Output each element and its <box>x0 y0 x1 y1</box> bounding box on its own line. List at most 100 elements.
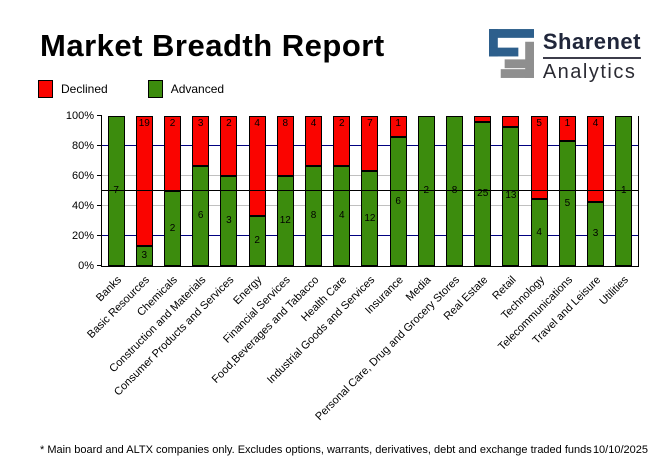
bar-segment-declined: 2 <box>333 116 351 166</box>
logo-brand-name: Sharenet <box>542 29 641 59</box>
declined-count-label: 2 <box>226 118 232 129</box>
footer-date: 10/10/2025 <box>592 444 648 456</box>
bar-segment-declined <box>474 116 492 122</box>
advanced-count-label: 8 <box>310 209 317 221</box>
declined-count-label: 8 <box>282 118 289 129</box>
bar-segment-advanced: 7 <box>107 116 125 266</box>
y-axis-tick-label: 80% <box>71 140 94 152</box>
bar-segment-advanced: 1 <box>615 116 633 266</box>
y-axis-tick-label: 20% <box>71 230 94 242</box>
declined-count-label: 4 <box>310 118 317 129</box>
bar-segment-declined: 5 <box>530 116 548 200</box>
declined-count-label: 4 <box>592 118 599 129</box>
stacked-bar-real-estate: 25 <box>474 116 492 266</box>
declined-count-label: 4 <box>254 118 260 129</box>
declined-count-label: 19 <box>138 118 150 129</box>
stacked-bar-basic-resources: 19 3 <box>135 116 153 266</box>
bar-slot: 19 3 <box>130 116 158 266</box>
sharenet-logo: Sharenet Analytics <box>488 29 641 84</box>
declined-count-label: 3 <box>197 118 204 129</box>
bar-segment-advanced: 13 <box>502 126 520 266</box>
bar-segment-declined: 2 <box>164 116 181 191</box>
y-axis-tick <box>97 115 102 116</box>
chart-legend: Declined Advanced <box>38 80 264 98</box>
x-axis-labels: Banks Basic Resources Chemicals Constructio… <box>85 268 637 448</box>
y-axis-tick-label: 60% <box>71 170 94 182</box>
stacked-bar-retail: 13 <box>502 116 520 266</box>
bar-slot: 7 12 <box>356 116 384 266</box>
logo-text: Sharenet Analytics <box>542 29 641 84</box>
midline-50pct <box>102 190 638 191</box>
bar-segment-declined: 4 <box>305 116 323 166</box>
advanced-count-label: 6 <box>395 195 401 207</box>
footer-note: * Main board and ALTX companies only. Ex… <box>40 444 592 456</box>
bar-segment-advanced: 3 <box>135 245 153 266</box>
bar-segment-declined: 1 <box>389 116 407 138</box>
advanced-swatch-icon <box>147 80 163 98</box>
y-axis-tick <box>97 145 102 146</box>
bar-segment-advanced: 2 <box>248 216 266 266</box>
stacked-bar-utilities: 1 <box>615 116 633 266</box>
advanced-count-label: 3 <box>141 249 148 261</box>
advanced-count-label: 12 <box>364 212 376 224</box>
y-axis-tick <box>97 205 102 206</box>
advanced-count-label: 25 <box>477 187 489 199</box>
declined-count-label: 5 <box>536 118 542 129</box>
bar-slot: 1 <box>610 116 638 266</box>
bar-segment-advanced: 2 <box>417 116 435 266</box>
advanced-count-label: 2 <box>424 186 430 196</box>
bar-segment-declined: 2 <box>220 116 238 176</box>
bar-segment-declined: 1 <box>558 116 576 142</box>
y-axis-tick <box>97 265 102 266</box>
declined-count-label: 2 <box>338 118 345 129</box>
advanced-count-label: 13 <box>505 190 517 202</box>
advanced-count-label: 2 <box>254 235 260 247</box>
bar-segment-advanced: 4 <box>530 199 548 266</box>
bar-slot: 8 <box>440 116 468 266</box>
legend-declined-label: Declined <box>61 82 108 96</box>
advanced-count-label: 3 <box>592 227 599 239</box>
bar-segment-advanced: 5 <box>558 141 576 266</box>
legend-item-advanced: Advanced <box>147 80 225 98</box>
stacked-bar-media: 2 <box>417 116 435 266</box>
bars-container: 7193223623428124824712162825135415431 <box>102 116 638 266</box>
bar-segment-advanced: 3 <box>587 201 605 266</box>
bar-segment-declined: 19 <box>135 116 153 246</box>
advanced-count-label: 4 <box>536 226 542 238</box>
advanced-count-label: 4 <box>338 209 345 221</box>
y-axis-tick <box>97 175 102 176</box>
bar-segment-advanced: 2 <box>164 191 181 266</box>
declined-count-label: 1 <box>395 118 401 129</box>
advanced-count-label: 6 <box>197 209 204 221</box>
logo-brand-division: Analytics <box>542 61 637 83</box>
advanced-count-label: 7 <box>113 186 119 196</box>
advanced-count-label: 3 <box>226 215 232 226</box>
bar-slot: 25 <box>469 116 497 266</box>
legend-advanced-label: Advanced <box>170 82 225 96</box>
bar-segment-advanced: 6 <box>192 165 210 266</box>
sharenet-logo-icon <box>488 29 534 78</box>
bar-segment-declined: 4 <box>587 116 605 202</box>
stacked-bar-industrial-goods-and-services: 7 12 <box>361 116 379 266</box>
bar-segment-advanced: 8 <box>446 116 464 266</box>
bar-segment-advanced: 12 <box>276 176 294 266</box>
declined-count-label: 2 <box>169 118 176 129</box>
page-title: Market Breadth Report <box>40 28 385 63</box>
y-axis-tick-label: 100% <box>65 110 94 122</box>
